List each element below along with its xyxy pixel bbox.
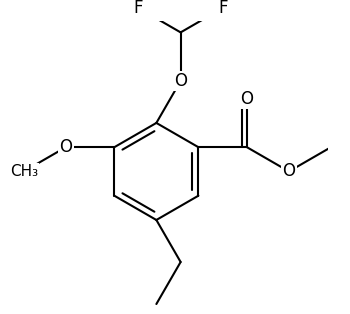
Text: O: O (174, 72, 187, 90)
Text: O: O (282, 162, 295, 181)
Text: O: O (240, 90, 253, 108)
Text: O: O (59, 138, 72, 156)
Text: F: F (218, 0, 228, 17)
Text: F: F (134, 0, 143, 17)
Text: CH₃: CH₃ (10, 164, 38, 179)
